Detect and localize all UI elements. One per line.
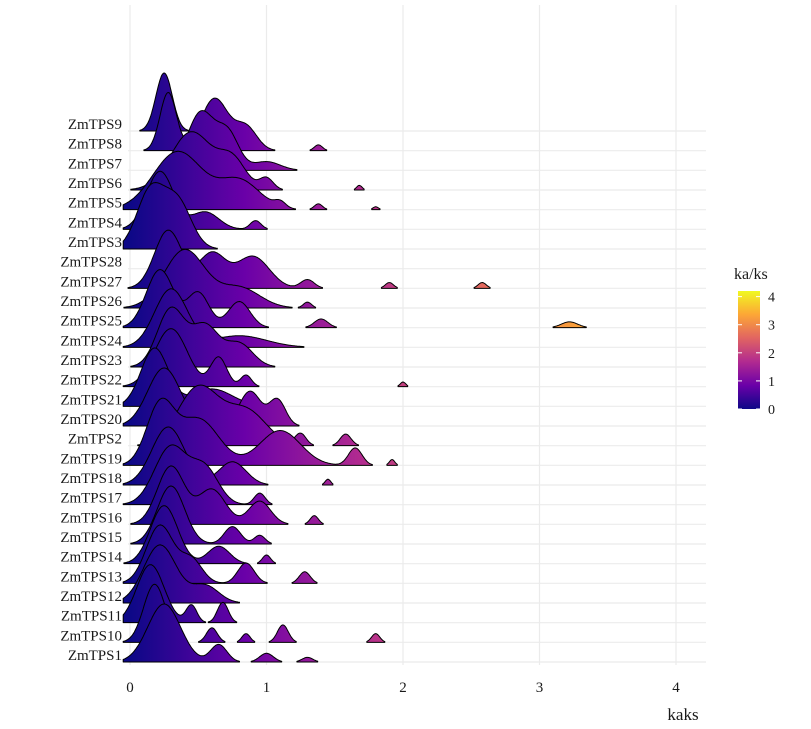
ridge-ZmTPS1: [296, 656, 319, 663]
y-label: ZmTPS17: [60, 491, 122, 507]
y-label: ZmTPS18: [60, 471, 122, 487]
y-label: ZmTPS23: [60, 353, 122, 369]
ridge-ZmTPS6: [353, 184, 365, 191]
ridge-ZmTPS25: [552, 321, 587, 329]
y-label: ZmTPS13: [60, 569, 122, 585]
y-label: ZmTPS2: [68, 432, 122, 448]
ridge-ZmTPS19: [386, 459, 398, 466]
y-label: ZmTPS6: [68, 176, 123, 192]
ridge-ZmTPS16: [304, 515, 324, 525]
legend-title: ka/ks: [734, 266, 768, 283]
y-label: ZmTPS15: [60, 530, 122, 546]
y-label: ZmTPS8: [68, 137, 122, 153]
legend: ka/ks 0 1 2 3 4: [734, 266, 775, 418]
y-label: ZmTPS12: [60, 589, 122, 605]
ridge-ZmTPS2: [332, 433, 359, 447]
legend-tick-label: 2: [768, 347, 775, 362]
y-label: ZmTPS21: [60, 392, 122, 408]
ridge-ZmTPS10: [268, 624, 297, 643]
ridge-ZmTPS14: [257, 554, 276, 565]
y-label: ZmTPS5: [68, 196, 122, 212]
y-label: ZmTPS14: [60, 550, 122, 566]
ridge-ZmTPS19: [122, 397, 373, 466]
ridge-ZmTPS26: [297, 301, 317, 309]
y-label: ZmTPS19: [60, 451, 122, 467]
ridges: [122, 72, 587, 663]
ridge-ZmTPS27: [380, 282, 398, 289]
ridge-ZmTPS25: [305, 318, 337, 329]
ridge-ZmTPS27: [473, 282, 491, 289]
y-label: ZmTPS4: [68, 215, 123, 231]
ridge-ZmTPS1: [122, 603, 240, 663]
legend-colorbar: [738, 291, 760, 409]
x-axis-title: kaks: [667, 705, 698, 724]
ridge-ZmTPS10: [236, 633, 256, 643]
ridge-ZmTPS8: [309, 144, 328, 152]
x-tick-label: 3: [536, 680, 544, 696]
ridge-ZmTPS11: [207, 601, 238, 624]
ridge-ZmTPS10: [366, 633, 386, 643]
ridge-ZmTPS18: [322, 478, 334, 486]
ridge-ZmTPS10: [198, 627, 226, 643]
y-label: ZmTPS10: [60, 628, 122, 644]
y-label: ZmTPS11: [61, 609, 122, 625]
ridge-ZmTPS5: [371, 206, 381, 211]
x-tick-label: 4: [672, 680, 680, 696]
y-label: ZmTPS7: [68, 156, 123, 172]
y-label: ZmTPS3: [68, 235, 122, 251]
ridge-ZmTPS5: [309, 203, 328, 211]
y-label: ZmTPS9: [68, 117, 122, 133]
legend-tick-label: 0: [768, 403, 775, 418]
y-label: ZmTPS16: [60, 510, 122, 526]
x-tick-label: 0: [126, 680, 134, 696]
y-label: ZmTPS20: [60, 412, 122, 428]
legend-tick-label: 4: [768, 291, 775, 306]
ridge-ZmTPS1: [250, 652, 283, 663]
x-axis-ticks: 0 1 2 3 4: [126, 680, 680, 696]
y-label: ZmTPS1: [68, 648, 122, 664]
y-label: ZmTPS26: [60, 294, 122, 310]
legend-tick-label: 1: [768, 375, 775, 390]
x-tick-label: 1: [263, 680, 271, 696]
y-label: ZmTPS28: [60, 255, 122, 271]
y-label: ZmTPS27: [60, 274, 122, 290]
ridge-ZmTPS3: [122, 182, 218, 250]
ridge-ZmTPS22: [397, 381, 409, 388]
y-label: ZmTPS22: [60, 373, 122, 389]
y-label: ZmTPS24: [60, 333, 122, 349]
ridge-ZmTPS13: [291, 571, 318, 584]
y-axis-labels: ZmTPS1 ZmTPS10 ZmTPS11 ZmTPS12 ZmTPS13 ZmTPS1…: [60, 117, 122, 664]
legend-ticks: 0 1 2 3 4: [738, 291, 775, 418]
y-label: ZmTPS25: [60, 314, 122, 330]
x-tick-label: 2: [399, 680, 407, 696]
legend-tick-label: 3: [768, 319, 775, 334]
